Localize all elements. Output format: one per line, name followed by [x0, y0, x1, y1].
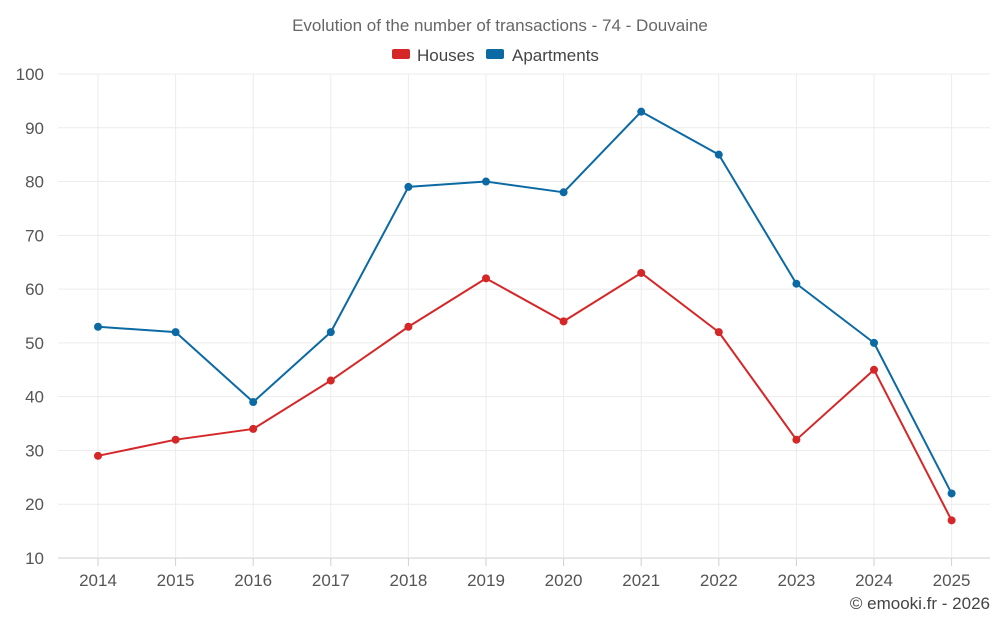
point-apartments-2017[interactable]: [326, 328, 335, 337]
point-houses-2025[interactable]: [947, 516, 956, 525]
point-apartments-2019[interactable]: [482, 177, 490, 186]
series-line-houses: [97, 271, 953, 521]
point-apartments-2020[interactable]: [559, 188, 568, 197]
series-line-apartments: [97, 110, 953, 494]
point-apartments-2014[interactable]: [94, 322, 102, 331]
legend-label-apartments[interactable]: Apartments: [512, 46, 599, 65]
legend-swatch-apartments[interactable]: [486, 49, 504, 59]
x-tick-label-2025: 2025: [933, 571, 971, 590]
point-houses-2023[interactable]: [792, 435, 801, 444]
x-tick-label-2017: 2017: [312, 571, 350, 590]
x-tick-label-2020: 2020: [545, 571, 583, 590]
legend-swatch-houses[interactable]: [392, 49, 410, 59]
x-tick-label-2018: 2018: [389, 571, 427, 590]
x-tick-label-2014: 2014: [79, 571, 117, 590]
y-tick-label-80: 80: [25, 173, 44, 192]
y-tick-label-40: 40: [25, 388, 44, 407]
x-axis: 2014 2015 2016 2017 2018 2019 2020 2021 2022 2023…: [79, 558, 971, 590]
point-houses-2022[interactable]: [714, 328, 723, 337]
point-houses-2021[interactable]: [637, 268, 646, 277]
x-tick-label-2023: 2023: [777, 571, 815, 590]
point-apartments-2022[interactable]: [714, 150, 723, 159]
x-tick-label-2022: 2022: [700, 571, 738, 590]
point-houses-2020[interactable]: [559, 317, 568, 326]
point-apartments-2021[interactable]: [637, 107, 646, 116]
y-axis: 10 20 30 40 50 60 70 80 90 100: [16, 65, 44, 568]
legend-label-houses[interactable]: Houses: [417, 46, 475, 65]
point-apartments-2015[interactable]: [171, 328, 180, 337]
chart-title: Evolution of the number of transactions …: [292, 16, 708, 35]
point-apartments-2025[interactable]: [947, 489, 956, 498]
point-houses-2015[interactable]: [171, 435, 180, 444]
x-tick-label-2016: 2016: [234, 571, 272, 590]
x-tick-label-2024: 2024: [855, 571, 893, 590]
point-apartments-2016[interactable]: [249, 398, 258, 407]
point-apartments-2024[interactable]: [870, 338, 878, 347]
chart-series: [94, 107, 956, 525]
point-apartments-2018[interactable]: [404, 182, 413, 191]
x-tick-label-2015: 2015: [157, 571, 195, 590]
chart-grid: [58, 73, 990, 559]
x-tick-label-2021: 2021: [622, 571, 660, 590]
point-houses-2016[interactable]: [249, 424, 258, 433]
point-houses-2014[interactable]: [94, 451, 102, 460]
y-tick-label-60: 60: [25, 280, 44, 299]
y-tick-label-90: 90: [25, 119, 44, 138]
point-apartments-2023[interactable]: [792, 279, 801, 288]
y-tick-label-70: 70: [25, 226, 44, 245]
point-houses-2018[interactable]: [404, 322, 413, 331]
y-tick-label-30: 30: [25, 441, 44, 460]
y-tick-label-20: 20: [25, 495, 44, 514]
y-tick-label-50: 50: [25, 334, 44, 353]
x-tick-label-2019: 2019: [467, 571, 505, 590]
point-houses-2024[interactable]: [870, 365, 878, 374]
point-houses-2017[interactable]: [326, 376, 335, 385]
chart-legend: Houses Apartments: [392, 46, 599, 65]
point-houses-2019[interactable]: [482, 274, 490, 283]
credit-text: © emooki.fr - 2026: [850, 594, 990, 613]
y-tick-label-100: 100: [16, 65, 44, 84]
y-tick-label-10: 10: [25, 549, 44, 568]
